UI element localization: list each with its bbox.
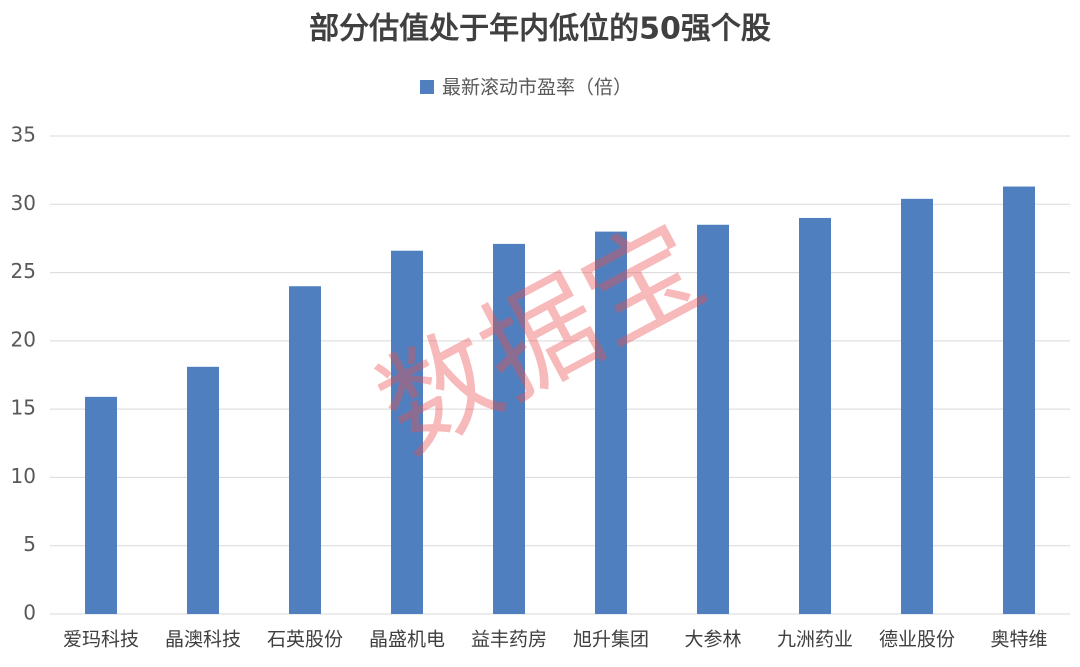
bar — [799, 217, 831, 614]
chart-title: 部分估值处于年内低位的50强个股 — [309, 12, 771, 47]
y-tick-label: 10 — [11, 464, 36, 488]
x-tick-label: 德业股份 — [879, 629, 955, 651]
x-tick-label: 旭升集团 — [573, 629, 649, 651]
y-tick-label: 30 — [11, 191, 36, 215]
x-tick-label: 大参林 — [684, 629, 741, 651]
y-tick-label: 20 — [11, 327, 36, 351]
y-tick-label: 25 — [11, 259, 36, 283]
watermark: 数据宝 — [358, 198, 726, 478]
bar — [901, 198, 933, 614]
x-tick-label: 晶澳科技 — [165, 629, 241, 651]
legend-label: 最新滚动市盈率（倍） — [442, 77, 632, 99]
bar — [289, 286, 321, 614]
y-tick-label: 15 — [11, 396, 36, 420]
y-tick-label: 5 — [23, 532, 36, 556]
x-tick-label: 九洲药业 — [777, 629, 853, 651]
bar — [85, 396, 117, 614]
bar — [391, 250, 423, 614]
x-tick-label: 爱玛科技 — [63, 629, 139, 651]
x-tick-label: 奥特维 — [990, 629, 1047, 651]
x-tick-label: 晶盛机电 — [369, 629, 445, 651]
y-tick-label: 35 — [11, 123, 36, 147]
bar — [493, 243, 525, 615]
bar — [1003, 186, 1035, 614]
bar — [697, 224, 729, 614]
legend-swatch — [420, 80, 434, 94]
x-tick-label: 石英股份 — [267, 629, 343, 651]
y-tick-label: 0 — [23, 601, 36, 625]
bar — [187, 366, 219, 614]
bar — [595, 231, 627, 614]
x-tick-label: 益丰药房 — [471, 629, 547, 651]
